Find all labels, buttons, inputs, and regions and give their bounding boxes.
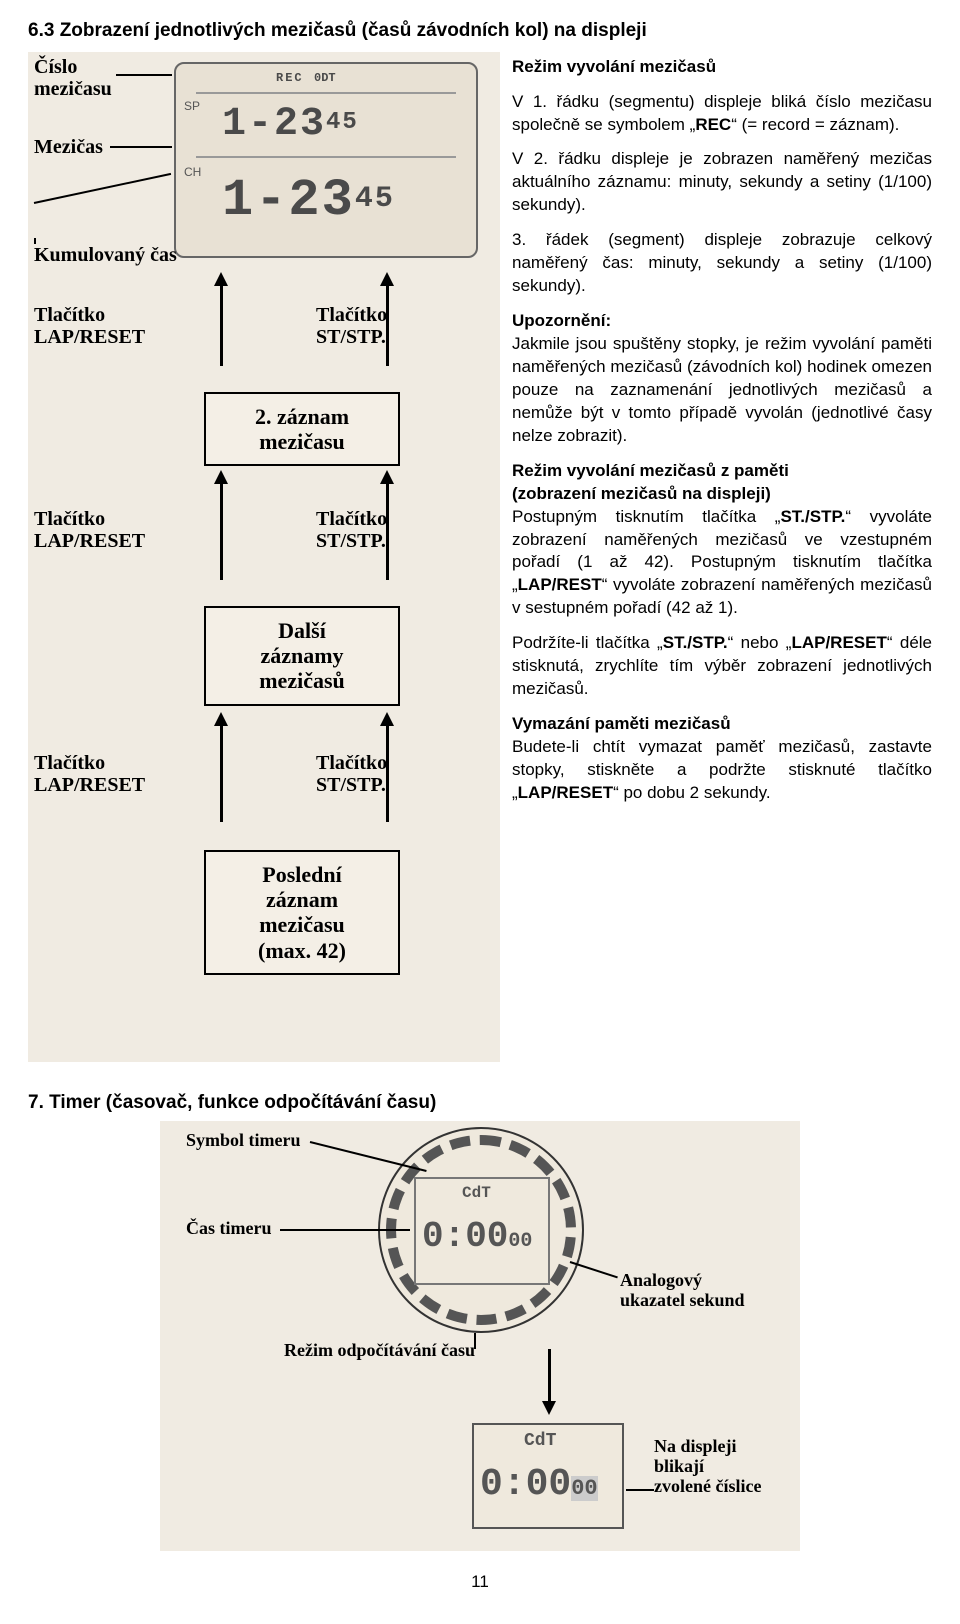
label-ststp-1: Tlačítko ST/STP. — [316, 304, 387, 348]
watch-display: REC 0DT SP CH 1-2345 1-2345 — [174, 62, 478, 258]
page-number: 11 — [28, 1571, 932, 1594]
heading-upozorneni: Upozornění: — [512, 310, 932, 333]
label-lapreset-1: Tlačítko LAP/RESET — [34, 304, 145, 348]
heading-recall: Režim vyvolání mezičasů z paměti — [512, 460, 932, 483]
display-sp: SP — [184, 98, 200, 114]
label-cas-timeru: Čas timeru — [186, 1219, 271, 1239]
text-column: Režim vyvolání mezičasů V 1. řádku (segm… — [512, 52, 932, 1062]
display-row1: 1-2345 — [222, 98, 359, 152]
paragraph-6: Podržíte-li tlačítka „ST./STP.“ nebo „LA… — [512, 632, 932, 701]
label-kumulovany: Kumulovaný čas — [34, 244, 177, 266]
label-rezim-odpoc: Režim odpočítávání času — [284, 1341, 475, 1361]
timer1-top: CdT — [462, 1183, 491, 1205]
timer-face-2: CdT 0:0000 — [472, 1423, 624, 1529]
label-mezicas: Mezičas — [34, 136, 103, 158]
paragraph-4: Jakmile jsou spuštěny stopky, je režim v… — [512, 333, 932, 448]
label-lapreset-3: Tlačítko LAP/RESET — [34, 752, 145, 796]
paragraph-5: Postupným tisknutím tlačítka „ST./STP.“ … — [512, 506, 932, 621]
box-zaznam-2: 2. záznam mezičasu — [204, 392, 400, 467]
box-posledni: Poslední záznam mezičasu (max. 42) — [204, 850, 400, 975]
label-analogovy: Analogový ukazatel sekund — [620, 1271, 745, 1311]
heading-recall2: (zobrazení mezičasů na displeji) — [512, 483, 932, 506]
heading-erase: Vymazání paměti mezičasů — [512, 713, 932, 736]
timer-diagram: CdT 0:0000 Symbol timeru Čas timeru Reži… — [160, 1121, 800, 1551]
label-na-displeji: Na displeji blikají zvolené číslice — [654, 1437, 761, 1496]
timer2-main: 0:0000 — [480, 1459, 598, 1510]
display-lap-tiny: 0DT — [314, 70, 336, 86]
label-ststp-3: Tlačítko ST/STP. — [316, 752, 387, 796]
display-rec-label: REC — [276, 70, 304, 86]
timer2-top: CdT — [524, 1429, 556, 1453]
box-dalsi: Další záznamy mezičasů — [204, 606, 400, 706]
two-column-layout: REC 0DT SP CH 1-2345 1-2345 Číslo meziča… — [28, 52, 932, 1062]
paragraph-3: 3. řádek (segment) displeje zobrazuje ce… — [512, 229, 932, 298]
heading-mode: Režim vyvolání mezičasů — [512, 56, 932, 79]
diagram-background: REC 0DT SP CH 1-2345 1-2345 Číslo meziča… — [28, 52, 500, 1062]
section-6-title: 6.3 Zobrazení jednotlivých mezičasů (čas… — [28, 18, 932, 44]
paragraph-1: V 1. řádku (segmentu) displeje bliká čís… — [512, 91, 932, 137]
section-7-title: 7. Timer (časovač, funkce odpočítávání č… — [28, 1090, 932, 1116]
label-cislo-mezicasu: Číslo mezičasu — [34, 56, 112, 100]
label-ststp-2: Tlačítko ST/STP. — [316, 508, 387, 552]
display-row2: 1-2345 — [222, 166, 395, 236]
label-lapreset-2: Tlačítko LAP/RESET — [34, 508, 145, 552]
diagram-column: REC 0DT SP CH 1-2345 1-2345 Číslo meziča… — [28, 52, 500, 1062]
paragraph-2: V 2. řádku displeje je zobrazen naměřený… — [512, 148, 932, 217]
display-ch: CH — [184, 164, 201, 180]
label-symbol-timeru: Symbol timeru — [186, 1131, 301, 1151]
timer1-main: 0:0000 — [422, 1213, 532, 1262]
paragraph-7: Budete-li chtít vymazat paměť mezičasů, … — [512, 736, 932, 805]
